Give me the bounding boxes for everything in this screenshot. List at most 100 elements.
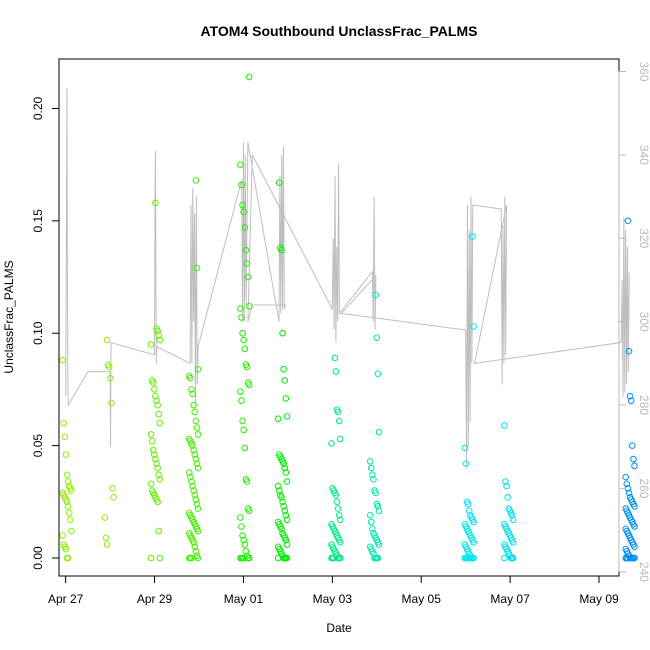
data-point (185, 469, 193, 476)
data-point (625, 489, 633, 497)
data-point (328, 440, 335, 447)
data-point (373, 334, 381, 342)
data-point (187, 473, 194, 481)
data-point (240, 536, 247, 544)
y-tick-label: 0.05 (31, 434, 45, 458)
y-axis-label: UnclassFrac_PALMS (2, 260, 16, 373)
data-point (465, 507, 473, 515)
data-point (470, 538, 477, 546)
data-point (335, 417, 343, 425)
data-point (190, 487, 197, 494)
data-point (375, 541, 383, 548)
data-point (192, 417, 200, 425)
data-point (366, 458, 374, 465)
data-point (63, 498, 71, 506)
data-point (631, 503, 638, 510)
data-point (367, 464, 375, 472)
data-point (332, 368, 340, 375)
data-point (372, 489, 379, 497)
data-point (467, 554, 474, 562)
data-point (62, 451, 70, 458)
data-point (278, 525, 285, 533)
data-point (151, 451, 158, 458)
data-point (280, 365, 287, 373)
data-point (336, 538, 344, 546)
data-point (153, 397, 160, 404)
data-point (375, 428, 383, 436)
data-point (242, 246, 250, 254)
data-point (155, 527, 163, 535)
data-point (509, 554, 517, 562)
data-point (237, 161, 244, 168)
data-point (238, 314, 245, 321)
data-point (68, 487, 75, 494)
data-point (283, 413, 291, 420)
y2-tick-label: 280 (637, 395, 650, 415)
data-point (238, 523, 245, 530)
data-point (108, 399, 115, 407)
data-point (244, 273, 252, 281)
data-point (194, 527, 202, 535)
data-point (631, 543, 638, 551)
y-tick-label: 0.20 (31, 96, 45, 120)
x-tick-label: May 05 (402, 592, 442, 606)
data-point (68, 527, 75, 535)
data-point (154, 401, 161, 409)
y2-tick-label: 340 (637, 145, 650, 165)
data-point (192, 177, 200, 184)
data-point (241, 541, 249, 548)
data-point (336, 554, 344, 562)
data-point (240, 336, 247, 344)
data-point (59, 356, 66, 364)
data-point (245, 381, 253, 389)
data-point (366, 512, 374, 519)
data-point (369, 525, 376, 533)
altitude-line-layer (65, 88, 630, 468)
data-point (282, 512, 290, 519)
data-point (148, 437, 156, 445)
data-point (147, 431, 155, 438)
data-point (240, 208, 247, 216)
data-point (245, 302, 253, 310)
data-point (626, 392, 634, 400)
data-point (59, 532, 66, 539)
data-point (369, 471, 376, 479)
chart-title: ATOM4 Southbound UnclassFrac_PALMS (201, 23, 478, 39)
data-point (509, 516, 517, 524)
data-point (245, 73, 253, 81)
data-point (188, 554, 195, 562)
data-point (502, 478, 509, 485)
data-point (283, 516, 291, 524)
data-point (67, 516, 74, 524)
altitude-line (65, 88, 630, 468)
data-point (280, 460, 287, 467)
data-point (283, 541, 291, 548)
data-point (194, 554, 202, 562)
data-point (154, 464, 161, 472)
y-tick-label: 0.10 (31, 321, 45, 345)
data-point (192, 547, 200, 555)
x-tick-label: Apr 29 (137, 592, 173, 606)
data-point (191, 451, 199, 458)
data-point (280, 503, 287, 510)
data-point (275, 179, 283, 186)
x-tick-label: May 01 (224, 592, 264, 606)
data-point (192, 455, 200, 463)
data-point (156, 476, 164, 483)
data-point (191, 408, 199, 416)
data-point (194, 464, 202, 472)
data-point (374, 370, 382, 378)
data-point (243, 478, 251, 485)
data-point (283, 554, 291, 562)
data-point (631, 554, 638, 562)
data-point (239, 201, 246, 209)
data-point (155, 332, 163, 339)
data-point (189, 482, 196, 490)
data-point (370, 476, 377, 483)
y2-tick-label: 260 (637, 478, 650, 498)
data-point (279, 498, 286, 506)
data-point (63, 471, 71, 479)
data-point (238, 397, 245, 404)
data-point (155, 471, 163, 479)
